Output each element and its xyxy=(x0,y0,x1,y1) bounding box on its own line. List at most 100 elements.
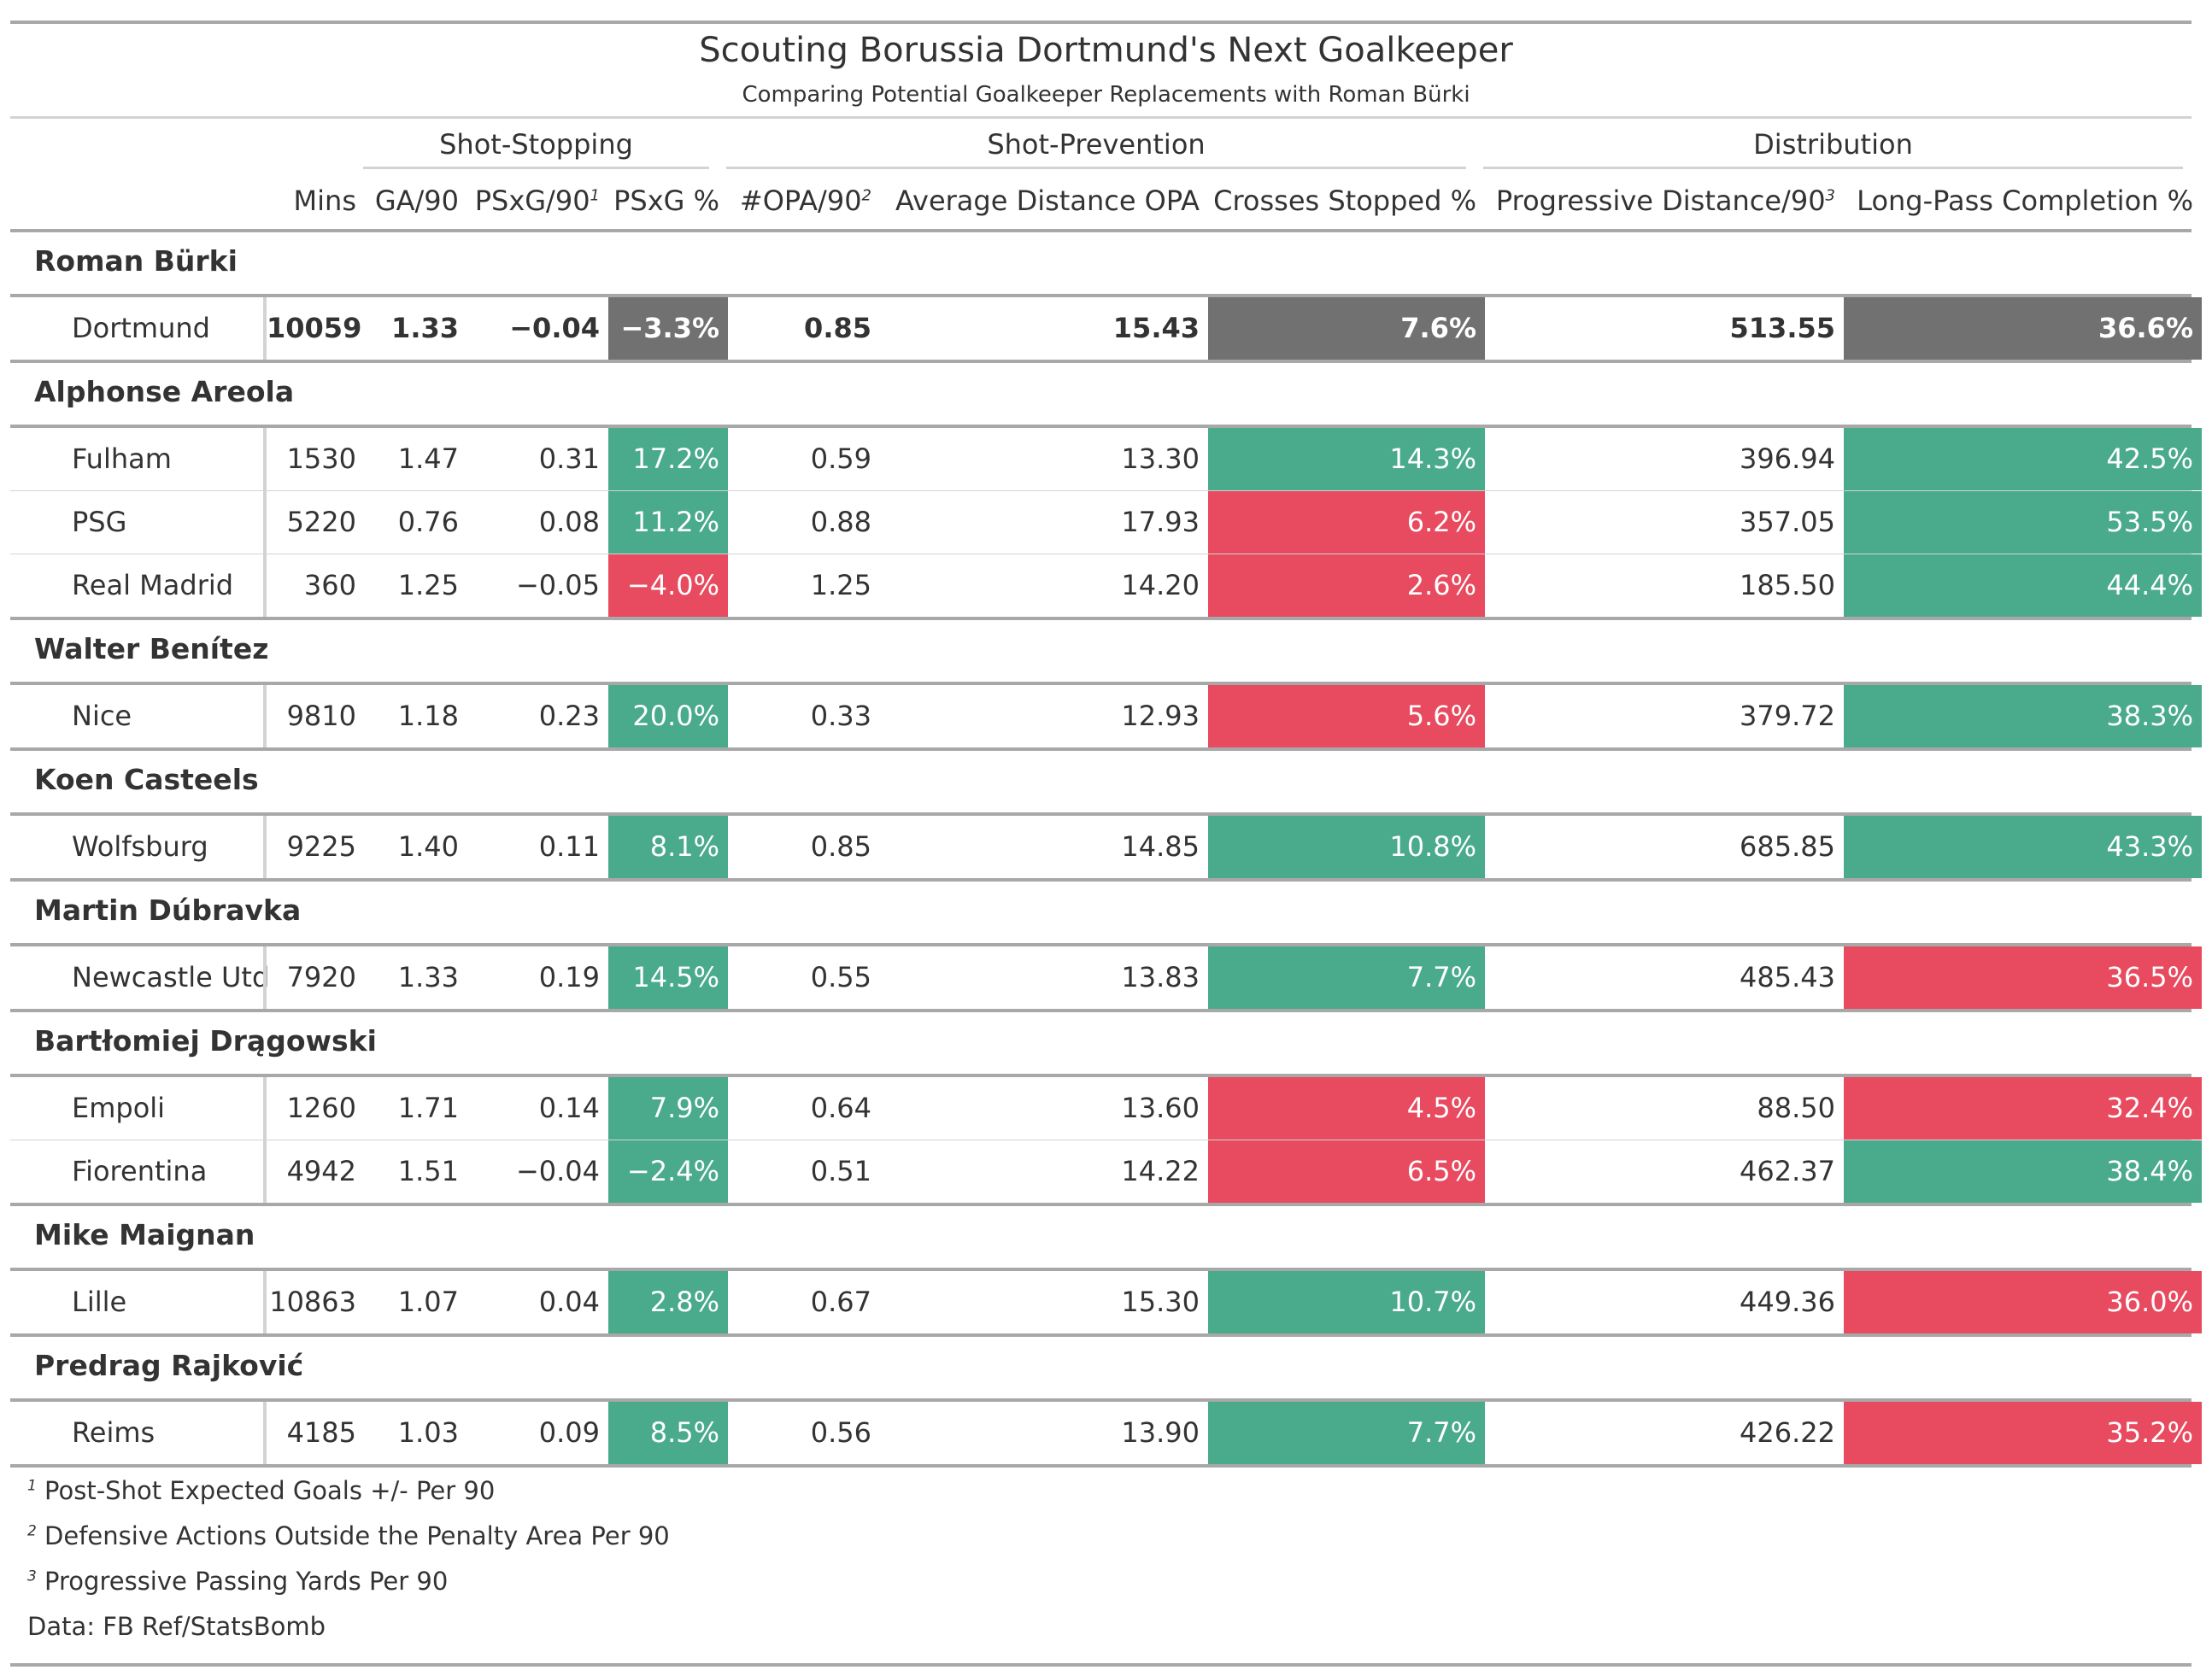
group-bottom-rule xyxy=(10,1203,2191,1206)
value-cell: 6.2% xyxy=(1208,491,1485,554)
value-cell: 1.33 xyxy=(397,961,459,993)
footnote: 2 Defensive Actions Outside the Penalty … xyxy=(27,1521,670,1550)
stub-divider xyxy=(263,1271,267,1333)
value-cell: 13.83 xyxy=(1121,961,1200,993)
value-cell: 36.6% xyxy=(1844,297,2202,360)
value-cell: 1.25 xyxy=(397,569,459,601)
value-cell: 10863 xyxy=(269,1286,356,1318)
team-cell: Newcastle Utd xyxy=(72,961,270,993)
value-cell: 7.7% xyxy=(1208,1402,1485,1464)
value-cell: 20.0% xyxy=(608,685,728,747)
value-cell: 53.5% xyxy=(1844,491,2202,554)
value-cell: 36.0% xyxy=(1844,1271,2202,1333)
value-cell: 4.5% xyxy=(1208,1077,1485,1140)
bottom-rule xyxy=(10,1663,2191,1667)
value-cell: 0.51 xyxy=(810,1155,871,1187)
value-cell: 11.2% xyxy=(608,491,728,554)
value-cell: 36.5% xyxy=(1844,946,2202,1009)
value-cell: 0.64 xyxy=(810,1092,871,1124)
value-cell: 1.47 xyxy=(397,442,459,475)
group-rule xyxy=(10,425,2191,428)
value-cell: 357.05 xyxy=(1740,506,1835,538)
value-cell: 6.5% xyxy=(1208,1140,1485,1203)
value-cell: 10.8% xyxy=(1208,816,1485,878)
group-rule xyxy=(10,1074,2191,1077)
group-rule xyxy=(10,943,2191,946)
value-cell: 5220 xyxy=(286,506,356,538)
value-cell: 1.18 xyxy=(397,700,459,732)
value-cell: 17.93 xyxy=(1121,506,1200,538)
value-cell: 32.4% xyxy=(1844,1077,2202,1140)
footnote: 1 Post-Shot Expected Goals +/- Per 90 xyxy=(27,1476,496,1505)
value-cell: 0.11 xyxy=(538,830,600,863)
value-cell: 0.56 xyxy=(810,1416,871,1449)
value-cell: −0.04 xyxy=(515,1155,600,1187)
stub-divider xyxy=(263,685,267,747)
group-bottom-rule xyxy=(10,1333,2191,1337)
spanner-underline xyxy=(726,167,1466,169)
player-group-label: Martin Dúbravka xyxy=(34,894,302,927)
value-cell: 14.5% xyxy=(608,946,728,1009)
value-cell: −0.05 xyxy=(515,569,600,601)
value-cell: 685.85 xyxy=(1740,830,1835,863)
value-cell: 0.67 xyxy=(810,1286,871,1318)
value-cell: 185.50 xyxy=(1740,569,1835,601)
footnote-mark: 2 xyxy=(27,1522,37,1540)
group-bottom-rule xyxy=(10,360,2191,363)
value-cell: 0.76 xyxy=(397,506,459,538)
stub-divider xyxy=(263,428,267,617)
value-cell: 1.51 xyxy=(397,1155,459,1187)
header-rule xyxy=(10,229,2191,232)
value-cell: 14.3% xyxy=(1208,428,1485,490)
value-cell: 43.3% xyxy=(1844,816,2202,878)
player-group-label: Mike Maignan xyxy=(34,1218,255,1251)
value-cell: 14.85 xyxy=(1121,830,1200,863)
value-cell: 14.20 xyxy=(1121,569,1200,601)
value-cell: 10059 xyxy=(267,312,362,344)
team-cell: PSG xyxy=(72,506,127,538)
value-cell: 9810 xyxy=(286,700,356,732)
value-cell: 1.07 xyxy=(397,1286,459,1318)
group-bottom-rule xyxy=(10,878,2191,882)
team-cell: Dortmund xyxy=(72,312,210,344)
value-cell: 42.5% xyxy=(1844,428,2202,490)
spanner-shot-prevention: Shot-Prevention xyxy=(726,128,1466,169)
team-cell: Empoli xyxy=(72,1092,166,1124)
footnote-mark: 2 xyxy=(861,186,871,205)
row-rule xyxy=(10,490,2191,491)
column-header-5: #OPA/902 xyxy=(739,185,871,217)
value-cell: 449.36 xyxy=(1740,1286,1835,1318)
column-header-6: Average Distance OPA xyxy=(895,185,1200,217)
group-bottom-rule xyxy=(10,617,2191,620)
column-header-7: Crosses Stopped % xyxy=(1213,185,1476,217)
value-cell: 0.23 xyxy=(538,700,600,732)
stub-divider xyxy=(263,297,267,360)
group-bottom-rule xyxy=(10,1009,2191,1012)
column-header-8: Progressive Distance/903 xyxy=(1495,185,1835,217)
group-rule xyxy=(10,1268,2191,1271)
footnote-mark: 3 xyxy=(27,1567,37,1585)
value-cell: 513.55 xyxy=(1729,312,1835,344)
value-cell: 1530 xyxy=(286,442,356,475)
player-group-label: Koen Casteels xyxy=(34,763,259,796)
value-cell: 9225 xyxy=(286,830,356,863)
team-cell: Wolfsburg xyxy=(72,830,208,863)
team-cell: Lille xyxy=(72,1286,127,1318)
value-cell: 1260 xyxy=(286,1092,356,1124)
group-rule xyxy=(10,294,2191,297)
value-cell: 4942 xyxy=(286,1155,356,1187)
column-header-4: PSxG % xyxy=(613,185,719,217)
value-cell: 17.2% xyxy=(608,428,728,490)
value-cell: 5.6% xyxy=(1208,685,1485,747)
value-cell: −0.04 xyxy=(509,312,600,344)
value-cell: 0.09 xyxy=(538,1416,600,1449)
table-title: Scouting Borussia Dortmund's Next Goalke… xyxy=(699,31,1513,70)
value-cell: 38.4% xyxy=(1844,1140,2202,1203)
column-header-9: Long-Pass Completion % xyxy=(1857,185,2193,217)
footnote-mark: 1 xyxy=(27,1477,37,1495)
stub-divider xyxy=(263,816,267,878)
value-cell: 2.8% xyxy=(608,1271,728,1333)
spanner-distribution: Distribution xyxy=(1483,128,2183,169)
value-cell: 14.22 xyxy=(1121,1155,1200,1187)
value-cell: −3.3% xyxy=(608,297,728,360)
